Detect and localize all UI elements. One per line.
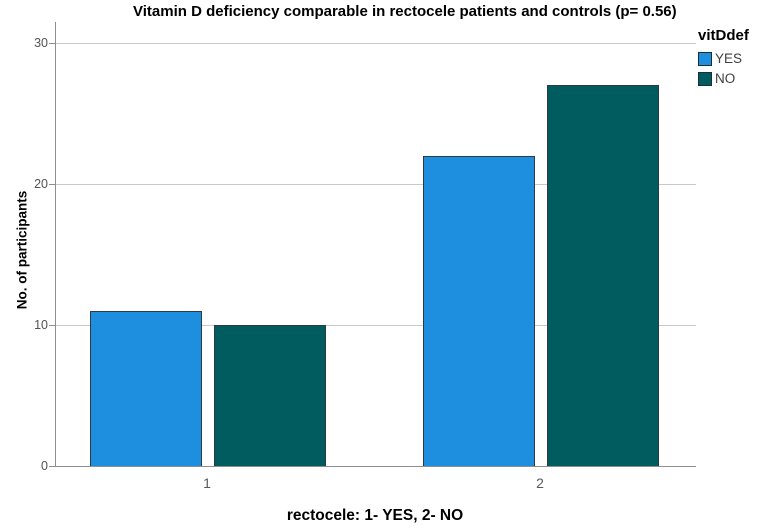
chart-title: Vitamin D deficiency comparable in recto… (133, 3, 677, 20)
y-tick-label: 20 (34, 177, 48, 192)
y-tick-label: 10 (34, 318, 48, 333)
bar-no-group2 (547, 85, 659, 466)
legend-item-yes: YES (698, 51, 749, 66)
x-tick-label: 1 (203, 475, 211, 491)
y-axis-title: No. of participants (14, 190, 30, 310)
gridline (56, 42, 696, 44)
x-tick-label: 2 (536, 475, 544, 491)
x-axis-title: rectocele: 1- YES, 2- NO (286, 507, 464, 524)
gridline (56, 183, 696, 185)
bar-no-group1 (214, 325, 326, 466)
legend-item-no: NO (698, 71, 749, 86)
legend: vitDdef YES NO (698, 27, 749, 91)
legend-swatch-icon (698, 71, 712, 86)
y-tick-label: 30 (34, 36, 48, 51)
legend-swatch-icon (698, 51, 712, 66)
y-axis-tick (49, 183, 55, 186)
legend-title: vitDdef (698, 27, 749, 44)
gridline (56, 324, 696, 326)
y-axis-tick (49, 324, 55, 327)
legend-label: NO (715, 71, 736, 86)
legend-label: YES (715, 51, 743, 66)
y-axis-tick (49, 42, 55, 45)
bar-yes-group2 (423, 156, 535, 466)
plot-area (55, 22, 696, 467)
y-axis-tick (49, 465, 55, 467)
bar-yes-group1 (90, 311, 202, 466)
y-tick-label: 0 (41, 459, 48, 473)
legend-items: YES NO (698, 51, 749, 86)
